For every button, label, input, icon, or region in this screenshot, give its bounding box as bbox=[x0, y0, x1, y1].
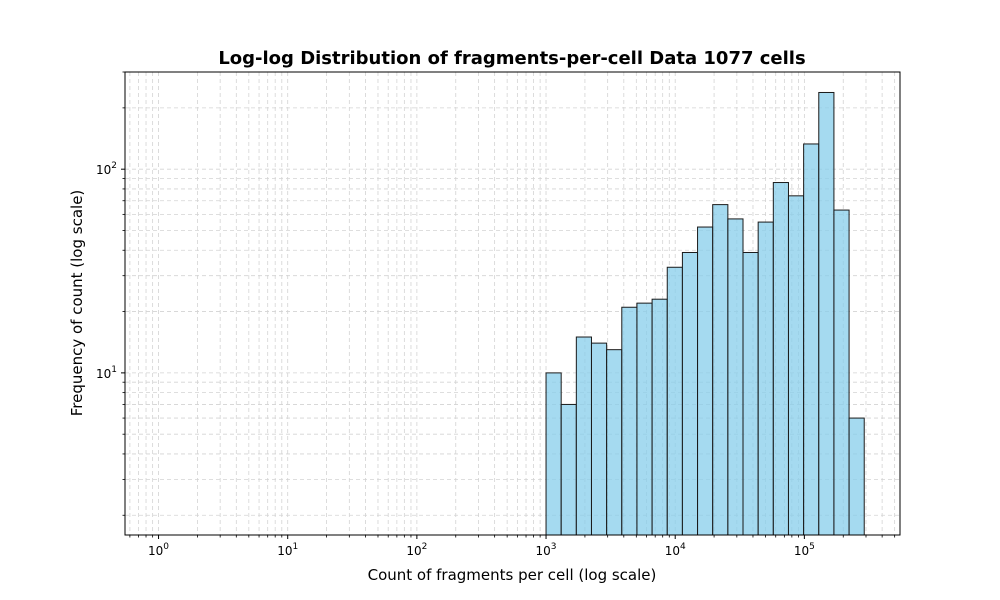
x-tick-label: 101 bbox=[277, 542, 298, 558]
histogram-bar bbox=[818, 91, 835, 536]
histogram-bar bbox=[545, 372, 562, 536]
histogram-bar bbox=[757, 221, 774, 536]
histogram-bar bbox=[651, 298, 668, 536]
axis-ticks: 100 101 102 103 104 105 101 102 bbox=[96, 71, 896, 558]
histogram-bars bbox=[545, 91, 865, 536]
histogram-bar bbox=[681, 251, 699, 536]
histogram-bar bbox=[575, 336, 592, 536]
y-axis-label: Frequency of count (log scale) bbox=[68, 190, 86, 417]
x-axis-label: Count of fragments per cell (log scale) bbox=[368, 566, 657, 584]
histogram-bar bbox=[636, 302, 653, 536]
chart-title: Log-log Distribution of fragments-per-ce… bbox=[218, 48, 805, 69]
histogram-bar bbox=[848, 417, 865, 536]
x-tick-label: 105 bbox=[794, 542, 815, 558]
histogram-bar bbox=[560, 403, 577, 536]
histogram-bar bbox=[606, 349, 623, 536]
histogram-bar bbox=[742, 251, 759, 536]
x-tick-label: 104 bbox=[665, 542, 686, 558]
histogram-bar bbox=[803, 143, 820, 536]
histogram-bar bbox=[590, 342, 608, 536]
histogram-bar bbox=[697, 226, 714, 536]
x-tick-label: 102 bbox=[406, 542, 427, 558]
histogram-bar bbox=[621, 306, 638, 536]
x-tick-label: 103 bbox=[536, 542, 557, 558]
y-tick-label: 101 bbox=[96, 365, 117, 381]
histogram-bar bbox=[772, 182, 789, 536]
histogram-bar bbox=[712, 204, 729, 536]
y-tick-label: 102 bbox=[96, 161, 117, 177]
histogram-bar bbox=[833, 209, 850, 536]
histogram-bar bbox=[666, 266, 683, 536]
plot-frame bbox=[124, 71, 901, 536]
histogram-bar bbox=[727, 218, 744, 536]
x-tick-label: 100 bbox=[148, 542, 169, 558]
histogram-bar bbox=[787, 195, 805, 536]
